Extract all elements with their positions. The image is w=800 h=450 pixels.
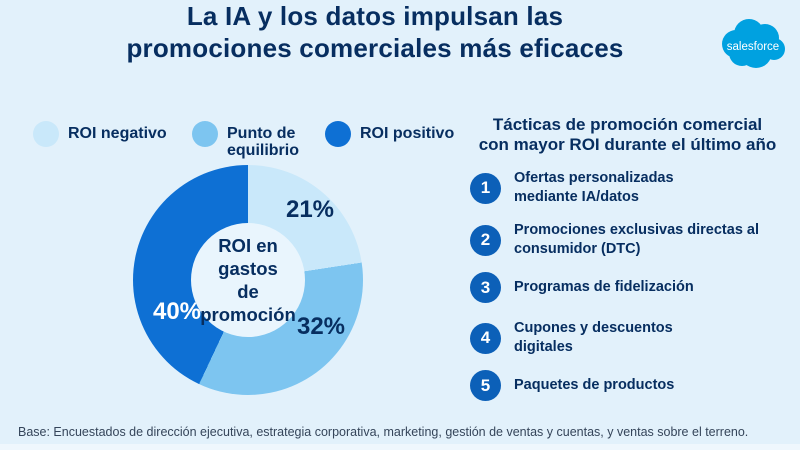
tactic-label: Programas de fidelización: [514, 278, 694, 297]
tactic-label-line2: digitales: [514, 339, 573, 355]
page-title: La IA y los datos impulsan las promocion…: [0, 0, 750, 64]
tactic-label-line1: Paquetes de productos: [514, 377, 675, 393]
legend-dot: [33, 121, 59, 147]
rank-badge: 1: [470, 172, 501, 204]
tactics-heading-line2: con mayor ROI durante el último año: [478, 135, 777, 154]
tactic-label: Paquetes de productos: [514, 376, 674, 395]
tactics-heading: Tácticas de promoción comercial con mayo…: [455, 115, 800, 155]
tactic-label-line2: mediante IA/datos: [514, 189, 639, 205]
list-item-tactic-1: 1 Ofertas personalizadas mediante IA/dat…: [470, 169, 674, 207]
bottom-strip: [0, 444, 800, 450]
donut-chart: 21% 32% 40% ROI en gastos de promoción: [133, 165, 363, 395]
salesforce-cloud-icon: salesforce: [722, 19, 785, 68]
tactic-label: Promociones exclusivas directas al consu…: [514, 221, 759, 259]
list-item-tactic-5: 5 Paquetes de productos: [470, 370, 674, 401]
tactic-label-line1: Ofertas personalizadas: [514, 170, 674, 186]
legend-label: Punto de equilibrio: [227, 125, 299, 159]
list-item-tactic-2: 2 Promociones exclusivas directas al con…: [470, 221, 759, 259]
list-item-tactic-4: 4 Cupones y descuentos digitales: [470, 319, 673, 357]
list-item-tactic-3: 3 Programas de fidelización: [470, 272, 694, 303]
salesforce-logo: salesforce: [712, 14, 792, 76]
legend-label: ROI positivo: [360, 125, 455, 142]
tactic-label: Cupones y descuentos digitales: [514, 319, 673, 357]
legend-dot: [192, 121, 218, 147]
rank-badge: 3: [470, 272, 501, 303]
legend-label: ROI negativo: [68, 125, 167, 142]
legend-item-punto-de-equilibrio: Punto de equilibrio: [192, 121, 315, 159]
segment-value-punto-de-equilibrio: 32%: [296, 313, 346, 340]
donut-hole: ROI en gastos de promoción: [191, 223, 305, 337]
rank-badge: 4: [470, 322, 501, 354]
tactic-label-line1: Programas de fidelización: [514, 279, 694, 295]
page-title-line2: promociones comerciales más eficaces: [126, 33, 624, 63]
segment-value-roi-negativo: 21%: [285, 196, 335, 223]
legend-dot: [325, 121, 351, 147]
salesforce-logo-text: salesforce: [727, 41, 779, 53]
rank-badge: 5: [470, 370, 501, 401]
legend-item-roi-positivo: ROI positivo: [325, 121, 454, 147]
segment-value-roi-positivo: 40%: [152, 298, 202, 325]
tactics-heading-line1: Tácticas de promoción comercial: [492, 115, 763, 134]
tactic-label-line2: consumidor (DTC): [514, 241, 641, 257]
legend-item-roi-negativo: ROI negativo: [33, 121, 167, 147]
donut-center-label-line2: de promoción: [200, 281, 296, 325]
tactic-label-line1: Promociones exclusivas directas al: [514, 222, 760, 238]
donut-center-label: ROI en gastos de promoción: [191, 234, 305, 326]
donut-center-label-line1: ROI en gastos: [218, 235, 278, 279]
source-note: Base: Encuestados de dirección ejecutiva…: [18, 425, 749, 439]
tactic-label-line1: Cupones y descuentos: [514, 320, 673, 336]
page-title-line1: La IA y los datos impulsan las: [186, 1, 564, 31]
tactic-label: Ofertas personalizadas mediante IA/datos: [514, 169, 674, 207]
rank-badge: 2: [470, 224, 501, 256]
